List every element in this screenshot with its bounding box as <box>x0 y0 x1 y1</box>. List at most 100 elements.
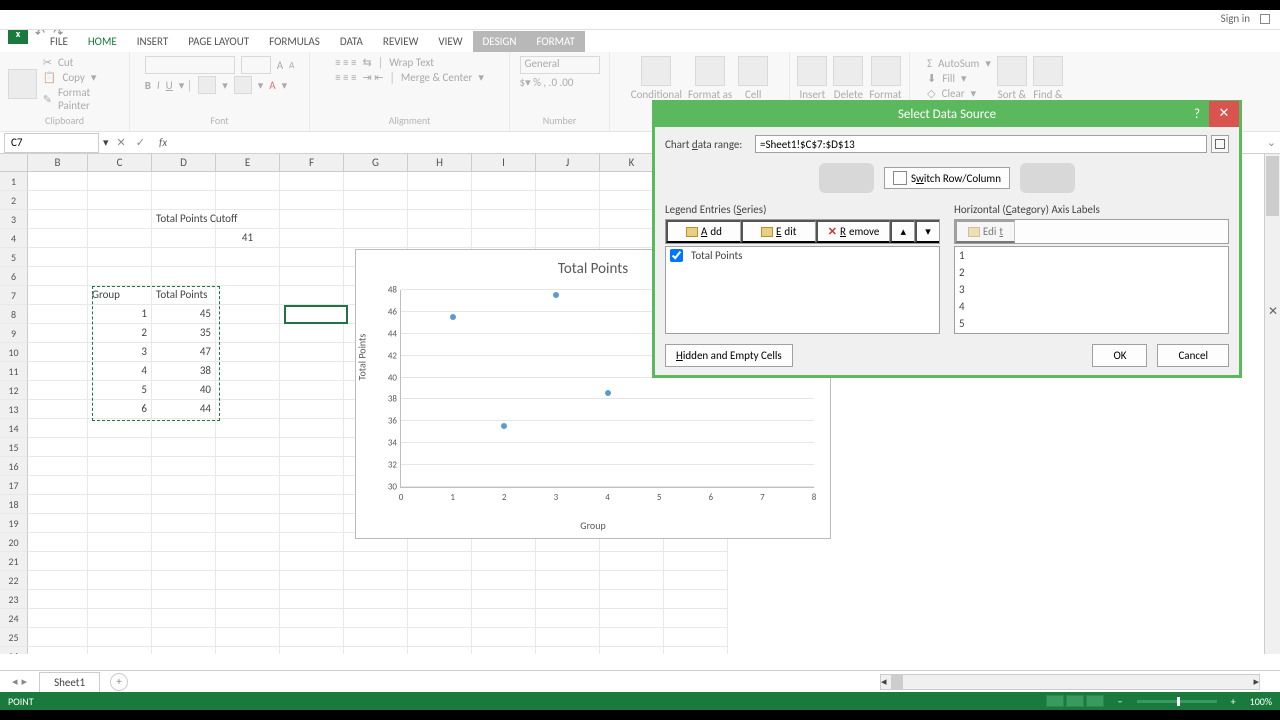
cell[interactable] <box>664 647 728 654</box>
cell[interactable] <box>344 210 408 229</box>
cell[interactable] <box>28 552 88 571</box>
edit-series-button[interactable]: Edit <box>741 220 816 243</box>
cell[interactable] <box>280 267 344 286</box>
tab-formulas[interactable]: FORMULAS <box>259 31 330 52</box>
cell[interactable] <box>152 248 216 267</box>
cell[interactable] <box>536 191 600 210</box>
cell[interactable] <box>664 609 728 628</box>
cell[interactable] <box>152 457 216 476</box>
cell[interactable] <box>600 628 664 647</box>
cell[interactable] <box>280 172 344 191</box>
category-item[interactable]: 5 <box>955 315 1228 332</box>
cell[interactable] <box>28 476 88 495</box>
cell[interactable]: 4 <box>88 362 152 381</box>
row-header[interactable]: 13 <box>0 400 28 419</box>
cell[interactable] <box>408 172 472 191</box>
zoom-slider[interactable] <box>1137 700 1217 703</box>
vertical-scrollbar[interactable] <box>1264 154 1280 654</box>
cell[interactable] <box>600 571 664 590</box>
cell[interactable] <box>216 590 280 609</box>
cell[interactable] <box>280 514 344 533</box>
cell[interactable] <box>216 457 280 476</box>
cell[interactable]: 1 <box>88 305 152 324</box>
row-header[interactable]: 2 <box>0 191 28 210</box>
row-header[interactable]: 14 <box>0 419 28 438</box>
dialog-close-button[interactable]: ✕ <box>1209 101 1239 127</box>
cell[interactable] <box>280 305 344 324</box>
cell[interactable] <box>472 191 536 210</box>
cell[interactable] <box>536 647 600 654</box>
cell[interactable] <box>280 343 344 362</box>
cell[interactable] <box>88 438 152 457</box>
cell[interactable] <box>88 267 152 286</box>
cell[interactable] <box>88 248 152 267</box>
col-header[interactable]: C <box>88 154 152 172</box>
row-header[interactable]: 25 <box>0 628 28 647</box>
move-up-button[interactable]: ▴ <box>890 220 915 243</box>
cell[interactable] <box>664 628 728 647</box>
cell[interactable] <box>28 343 88 362</box>
cell[interactable] <box>152 438 216 457</box>
cell[interactable] <box>152 267 216 286</box>
cell[interactable] <box>88 533 152 552</box>
cell[interactable] <box>28 286 88 305</box>
tab-review[interactable]: REVIEW <box>373 31 429 52</box>
cell[interactable] <box>28 571 88 590</box>
cell[interactable] <box>344 590 408 609</box>
cell[interactable] <box>88 628 152 647</box>
cell[interactable] <box>280 362 344 381</box>
cell[interactable] <box>536 571 600 590</box>
cell[interactable] <box>472 210 536 229</box>
cell[interactable] <box>536 552 600 571</box>
row-header[interactable]: 17 <box>0 476 28 495</box>
cell[interactable] <box>280 571 344 590</box>
cell[interactable]: 41 <box>216 229 280 248</box>
zoom-level[interactable]: 100% <box>1250 695 1272 708</box>
enter-icon[interactable]: ✓ <box>136 136 145 149</box>
cell[interactable] <box>344 172 408 191</box>
cell[interactable] <box>152 628 216 647</box>
cell[interactable]: 6 <box>88 400 152 419</box>
cell[interactable] <box>216 191 280 210</box>
row-header[interactable]: 12 <box>0 381 28 400</box>
cell[interactable] <box>664 590 728 609</box>
row-header[interactable]: 20 <box>0 533 28 552</box>
clear-button[interactable]: Clear <box>942 87 965 100</box>
cell[interactable] <box>88 191 152 210</box>
cell[interactable] <box>88 552 152 571</box>
cell[interactable]: 44 <box>152 400 216 419</box>
cell[interactable] <box>280 628 344 647</box>
cell[interactable] <box>280 647 344 654</box>
edit-axis-labels-button[interactable]: Edit <box>955 220 1015 243</box>
name-box[interactable] <box>4 133 99 153</box>
cell[interactable] <box>536 229 600 248</box>
cell[interactable] <box>280 609 344 628</box>
cell[interactable]: Total Points Cutoff <box>152 210 216 229</box>
cell[interactable] <box>408 628 472 647</box>
row-header[interactable]: 15 <box>0 438 28 457</box>
expand-formula-bar-icon[interactable]: ⌄ <box>1267 136 1276 149</box>
row-header[interactable]: 8 <box>0 305 28 324</box>
row-header[interactable]: 4 <box>0 229 28 248</box>
cell[interactable] <box>472 590 536 609</box>
cell[interactable] <box>536 210 600 229</box>
cell[interactable] <box>280 191 344 210</box>
category-item[interactable]: 4 <box>955 298 1228 315</box>
wrap-text-button[interactable]: Wrap Text <box>389 56 434 69</box>
cell[interactable] <box>344 191 408 210</box>
cell[interactable] <box>28 438 88 457</box>
row-header[interactable]: 10 <box>0 343 28 362</box>
cell[interactable] <box>88 571 152 590</box>
row-header[interactable]: 22 <box>0 571 28 590</box>
cell[interactable] <box>152 571 216 590</box>
cell[interactable] <box>472 172 536 191</box>
cell[interactable] <box>472 609 536 628</box>
select-all-corner[interactable] <box>0 154 28 172</box>
add-sheet-button[interactable]: + <box>110 673 128 691</box>
cell[interactable] <box>472 571 536 590</box>
cell[interactable] <box>216 647 280 654</box>
cell[interactable] <box>600 647 664 654</box>
data-point[interactable] <box>605 390 611 396</box>
cell[interactable] <box>280 400 344 419</box>
row-header[interactable]: 19 <box>0 514 28 533</box>
